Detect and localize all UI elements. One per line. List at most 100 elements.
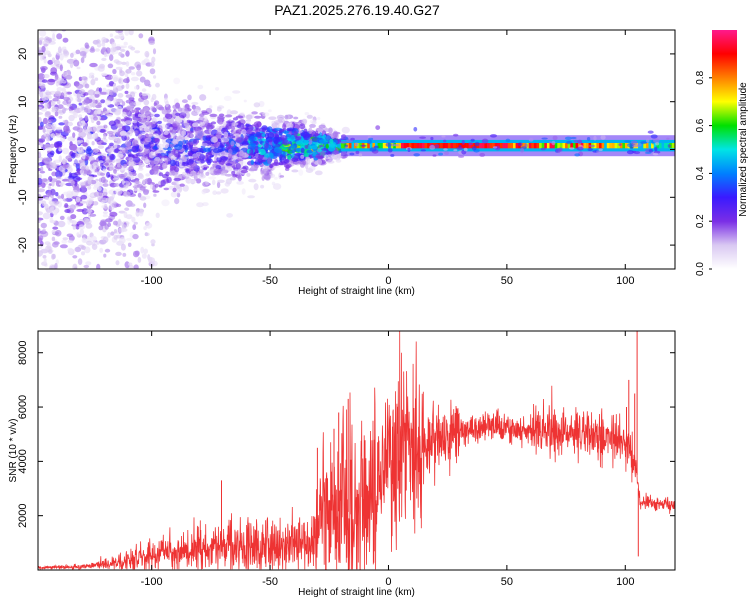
spectrum-blob xyxy=(127,242,132,247)
spectrum-blob xyxy=(50,71,58,76)
tone-segment xyxy=(557,143,561,149)
spectrum-blob xyxy=(43,74,50,79)
spectrum-blob xyxy=(419,136,426,139)
spectrum-blob xyxy=(152,137,160,142)
tone-segment xyxy=(450,143,454,149)
spectrum-blob xyxy=(137,113,142,118)
spectrum-blob xyxy=(249,135,256,142)
spectrum-blob xyxy=(54,262,58,269)
spectrum-blob xyxy=(104,248,111,253)
spectrum-blob xyxy=(191,101,199,105)
spectrum-blob xyxy=(569,147,575,150)
spectrum-blob xyxy=(154,100,160,106)
spectrum-blob xyxy=(39,91,46,99)
spectrum-blob xyxy=(344,144,349,147)
spectrum-blob xyxy=(273,147,282,153)
spectrum-blob xyxy=(68,114,75,122)
spectrum-blob xyxy=(90,235,97,242)
tone-segment xyxy=(617,143,620,149)
spectrum-blob xyxy=(300,154,305,159)
spectrum-blob xyxy=(259,148,266,156)
spectrum-blob xyxy=(38,106,43,110)
spectrum-blob xyxy=(187,94,192,101)
spectrum-blob xyxy=(280,134,288,141)
x-tick-label: 50 xyxy=(501,275,513,287)
spectrum-blob xyxy=(250,143,256,147)
spectrum-blob xyxy=(258,154,264,160)
spectrum-blob xyxy=(576,146,584,151)
spectrum-blob xyxy=(43,257,47,264)
spectrum-blob xyxy=(279,175,285,178)
spectrum-blob xyxy=(325,143,329,149)
spectrum-blob xyxy=(51,171,57,177)
spectrum-blob xyxy=(226,213,234,218)
spectrum-blob xyxy=(375,125,381,130)
spectrum-blob xyxy=(113,234,118,240)
spectrum-blob xyxy=(69,61,74,69)
spectrum-blob xyxy=(196,202,204,208)
spectrum-blob xyxy=(279,128,285,133)
spectrum-blob xyxy=(149,68,156,75)
spectrum-blob xyxy=(138,173,144,180)
spectrum-blob xyxy=(179,183,185,187)
spectrum-blob xyxy=(51,229,56,235)
spectrum-blob xyxy=(107,232,111,238)
spectrum-blob xyxy=(110,154,115,160)
spectrum-blob xyxy=(253,102,261,108)
spectrum-blob xyxy=(80,76,88,81)
spectrum-blob xyxy=(40,166,44,173)
spectrum-blob xyxy=(91,75,95,79)
spectrum-blob xyxy=(170,111,179,118)
spectrum-blob xyxy=(255,131,261,137)
spectrum-blob xyxy=(299,123,306,130)
spectrum-blob xyxy=(481,138,489,144)
tone-segment xyxy=(481,143,485,149)
spectrum-blob xyxy=(235,115,244,119)
spectrum-blob xyxy=(224,181,231,187)
tone-segment xyxy=(570,143,574,149)
spectrum-blob xyxy=(99,153,107,157)
tone-segment xyxy=(497,143,501,149)
spectrum-blob xyxy=(55,73,59,80)
spectrum-blob xyxy=(104,110,109,115)
spectrum-blob xyxy=(541,137,548,140)
spectrum-blob xyxy=(115,98,124,104)
spectrum-blob xyxy=(117,93,124,98)
spectrum-blob xyxy=(264,142,269,149)
spectrum-blob xyxy=(180,107,188,114)
spectrum-blob xyxy=(106,171,111,178)
spectrum-blob xyxy=(38,162,41,167)
spectrum-blob xyxy=(44,102,49,110)
spectrum-blob xyxy=(186,159,194,165)
spectrum-blob xyxy=(139,208,144,214)
spectrum-blob xyxy=(81,251,85,256)
spectrum-blob xyxy=(121,84,125,89)
spectrum-blob xyxy=(105,74,113,80)
spectrum-blob xyxy=(190,132,194,139)
y-tick-label: 20 xyxy=(17,48,29,60)
tone-segment xyxy=(453,143,456,149)
spectrum-blob xyxy=(226,120,231,124)
tone-segment xyxy=(440,143,443,149)
spectrum-blob xyxy=(137,133,143,140)
spectrum-blob xyxy=(151,56,156,63)
tone-segment xyxy=(515,143,519,149)
spectrum-blob xyxy=(59,53,64,61)
spectrum-blob xyxy=(145,173,151,177)
tone-segment xyxy=(593,143,597,149)
spectrum-blob xyxy=(216,115,224,122)
spectrum-blob xyxy=(115,251,122,256)
spectrum-blob xyxy=(66,103,73,107)
spectrum-blob xyxy=(212,160,218,164)
spectrum-blob xyxy=(57,104,64,109)
x-tick-label: 0 xyxy=(385,275,391,287)
spectrum-blob xyxy=(107,222,111,227)
spectrum-blob xyxy=(47,152,54,158)
spectrum-blob xyxy=(119,70,125,77)
spectrum-blob xyxy=(203,147,211,153)
spectrum-blob xyxy=(48,95,53,99)
spectrum-blob xyxy=(47,53,52,58)
spectrum-blob xyxy=(46,147,53,152)
spectrum-blob xyxy=(61,239,68,244)
spectrum-blob xyxy=(125,99,133,104)
